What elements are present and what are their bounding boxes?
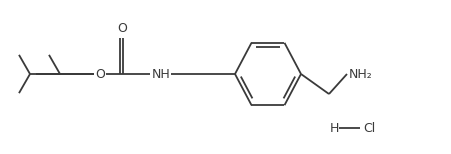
Text: O: O [117, 22, 126, 35]
Text: H: H [329, 122, 339, 134]
Text: NH: NH [152, 67, 170, 81]
Text: O: O [95, 67, 105, 81]
Text: NH₂: NH₂ [348, 67, 372, 81]
Text: Cl: Cl [362, 122, 374, 134]
